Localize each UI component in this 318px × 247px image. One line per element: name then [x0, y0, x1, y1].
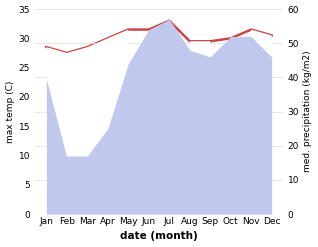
Y-axis label: max temp (C): max temp (C) [5, 80, 15, 143]
Y-axis label: med. precipitation (kg/m2): med. precipitation (kg/m2) [303, 51, 313, 172]
X-axis label: date (month): date (month) [120, 231, 198, 242]
